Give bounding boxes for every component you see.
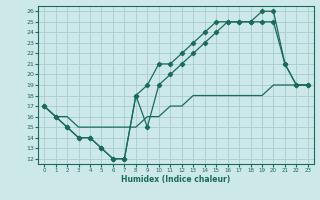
X-axis label: Humidex (Indice chaleur): Humidex (Indice chaleur) <box>121 175 231 184</box>
